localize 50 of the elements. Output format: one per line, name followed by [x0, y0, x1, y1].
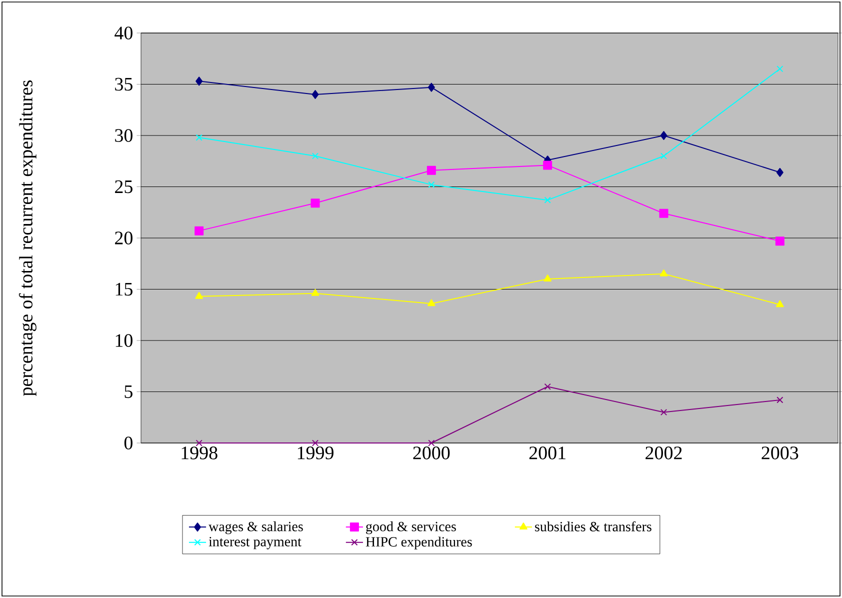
- point: [196, 440, 202, 446]
- point: [775, 236, 784, 246]
- point: [660, 408, 668, 416]
- y-tick-label: 15: [116, 282, 132, 296]
- point: [660, 269, 668, 276]
- point: [196, 134, 202, 141]
- y-tick-label: 35: [115, 78, 132, 91]
- point: [776, 300, 784, 308]
- legend-label: subsidies & transfers: [535, 521, 652, 532]
- point: [660, 131, 668, 140]
- point: [428, 181, 435, 188]
- x-tick-label: 1999: [298, 446, 334, 460]
- legend-label: wages & salaries: [208, 521, 303, 534]
- y-tick-label: 40: [114, 26, 132, 40]
- legend-label: good & services: [366, 521, 456, 534]
- point: [310, 198, 320, 208]
- point: [312, 90, 319, 99]
- point: [544, 383, 551, 390]
- point: [427, 299, 436, 306]
- y-tick-label: 5: [124, 385, 132, 398]
- point: [776, 66, 784, 72]
- point: [659, 208, 668, 218]
- legend-label: HIPC expenditures: [366, 536, 472, 550]
- point: [776, 396, 784, 404]
- point: [428, 82, 435, 92]
- point: [544, 274, 552, 282]
- x-tick-label: 2002: [646, 446, 682, 460]
- point: [312, 440, 319, 446]
- y-tick-label: 30: [115, 129, 132, 142]
- x-tick-label: 2003: [762, 446, 798, 460]
- point: [426, 166, 436, 175]
- y-tick-label: 10: [116, 334, 132, 347]
- point: [660, 152, 668, 160]
- point: [543, 160, 552, 170]
- point: [311, 288, 320, 296]
- x-tick-label: 2000: [413, 446, 450, 460]
- point: [195, 292, 204, 299]
- point: [194, 226, 204, 236]
- point: [196, 76, 203, 86]
- point: [544, 196, 551, 204]
- legend-label: interest payment: [208, 536, 302, 550]
- point: [428, 440, 435, 446]
- point: [312, 152, 319, 160]
- point: [776, 168, 784, 177]
- x-tick-label: 1998: [182, 446, 218, 460]
- y-tick-label: 20: [115, 232, 132, 244]
- y-axis-title: percentage of total recurrent expenditures: [18, 80, 36, 396]
- y-tick-label: 25: [115, 180, 132, 194]
- y-tick-label: 0: [124, 436, 132, 450]
- x-tick-label: 2001: [529, 446, 566, 460]
